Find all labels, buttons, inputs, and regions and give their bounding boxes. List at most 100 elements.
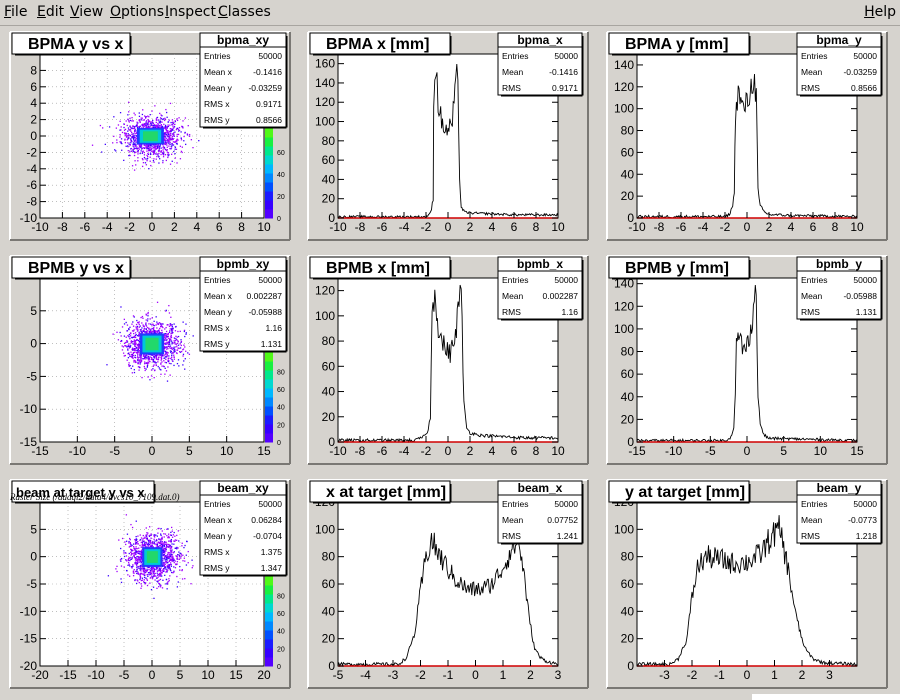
- scatter-point: [157, 119, 159, 121]
- scatter-point: [182, 127, 184, 129]
- scatter-point: [161, 115, 163, 117]
- menu-inspect[interactable]: Inspect: [165, 4, 216, 20]
- scatter-point: [146, 574, 148, 576]
- scatter-point: [169, 328, 171, 330]
- scatter-point: [192, 565, 194, 567]
- scatter-point: [140, 143, 142, 146]
- scatter-point: [136, 562, 139, 565]
- scatter-point: [162, 562, 164, 564]
- x-tick-label: 0: [472, 668, 479, 682]
- scatter-point: [162, 551, 164, 553]
- scatter-point: [130, 553, 133, 555]
- scatter-point: [174, 567, 177, 569]
- scatter-point: [140, 562, 142, 564]
- scatter-point: [133, 554, 135, 556]
- scatter-point: [155, 575, 157, 577]
- x-tick-label: 8: [533, 444, 540, 458]
- x-tick-label: -2: [421, 444, 432, 458]
- scatter-point: [169, 343, 171, 346]
- menu-file[interactable]: File: [4, 4, 28, 20]
- chart-pad-3[interactable]: -10 -8 -6 -4 -2 0 2 4 6 8 10020406080100120140BPMA…: [606, 31, 888, 241]
- scatter-point: [145, 120, 148, 122]
- scatter-point: [133, 335, 135, 338]
- x-tick-label: 10: [850, 220, 864, 234]
- scatter-point: [157, 147, 159, 149]
- scatter-point: [133, 361, 135, 363]
- scatter-point: [170, 316, 172, 318]
- menu-classes[interactable]: Classes: [218, 4, 271, 20]
- scatter-point: [126, 359, 128, 361]
- scatter-point: [146, 123, 149, 125]
- scatter-point: [156, 568, 158, 570]
- scatter-point: [138, 559, 140, 561]
- scatter-point: [163, 360, 165, 362]
- palette-tick-label: 40: [277, 405, 285, 412]
- scatter-point: [165, 130, 168, 132]
- scatter-point: [134, 140, 136, 142]
- menu-help[interactable]: Help: [864, 4, 896, 20]
- menu-view[interactable]: View: [70, 4, 104, 20]
- scatter-point: [165, 142, 168, 145]
- scatter-point: [163, 355, 165, 357]
- y-tick-label: 0: [627, 659, 634, 673]
- scatter-point: [144, 327, 146, 330]
- scatter-point: [144, 356, 146, 358]
- chart-pad-2[interactable]: -10 -8 -6 -4 -2 0 2 4 6 8 10020406080100120140160B…: [307, 31, 589, 241]
- scatter-point: [164, 552, 166, 554]
- scatter-point: [178, 540, 180, 542]
- scatter-point: [123, 129, 126, 131]
- scatter-point: [133, 169, 136, 171]
- scatter-point: [164, 136, 167, 138]
- chart-pad-9[interactable]: -3-2-10123020406080100120y at target [mm…: [606, 479, 888, 689]
- scatter-point: [112, 333, 114, 335]
- stats-value: -0.03259: [248, 83, 282, 93]
- scatter-point: [130, 130, 132, 132]
- scatter-point: [145, 577, 147, 579]
- scatter-point: [137, 329, 139, 331]
- palette-swatch: [265, 621, 273, 631]
- scatter-point: [134, 548, 136, 551]
- scatter-point: [153, 567, 155, 570]
- scatter-point: [145, 323, 147, 325]
- scatter-point: [172, 138, 174, 140]
- scatter-point: [168, 345, 170, 347]
- scatter-point: [157, 322, 159, 325]
- menu-options[interactable]: Options: [110, 4, 165, 20]
- x-tick-label: -2: [720, 220, 731, 234]
- scatter-point: [142, 570, 145, 573]
- scatter-point: [167, 533, 170, 535]
- scatter-point: [142, 124, 144, 127]
- scatter-point: [134, 145, 137, 147]
- scatter-point: [136, 561, 139, 563]
- scatter-point: [174, 131, 176, 133]
- scatter-point: [135, 147, 137, 149]
- menu-edit[interactable]: Edit: [37, 4, 65, 20]
- scatter-point: [164, 117, 166, 119]
- scatter-point: [129, 335, 132, 337]
- scatter-point: [149, 148, 152, 150]
- scatter-point: [128, 335, 130, 338]
- scatter-point: [157, 361, 159, 363]
- scatter-point: [144, 571, 146, 573]
- scatter-point: [131, 356, 133, 359]
- scatter-point: [128, 328, 130, 330]
- stats-name: bpma_y: [816, 33, 862, 47]
- chart-pad-8[interactable]: -5-4-3-2-10123020406080100120x at target…: [307, 479, 589, 689]
- scatter-point: [153, 320, 155, 322]
- scatter-point: [173, 351, 175, 353]
- scatter-point: [161, 121, 163, 123]
- scatter-point: [159, 327, 161, 330]
- scatter-point: [172, 560, 175, 562]
- palette-tick-label: 40: [277, 172, 285, 179]
- stats-label: RMS y: [204, 563, 230, 573]
- scatter-point: [119, 141, 121, 143]
- scatter-point: [131, 372, 134, 374]
- root-canvas[interactable]: 0 20 40 60 -10 -8 -6 -4 -2 0 2 4 6 8 10 -10 -8 -6 -4 -2 0 2 4 6…: [0, 26, 900, 700]
